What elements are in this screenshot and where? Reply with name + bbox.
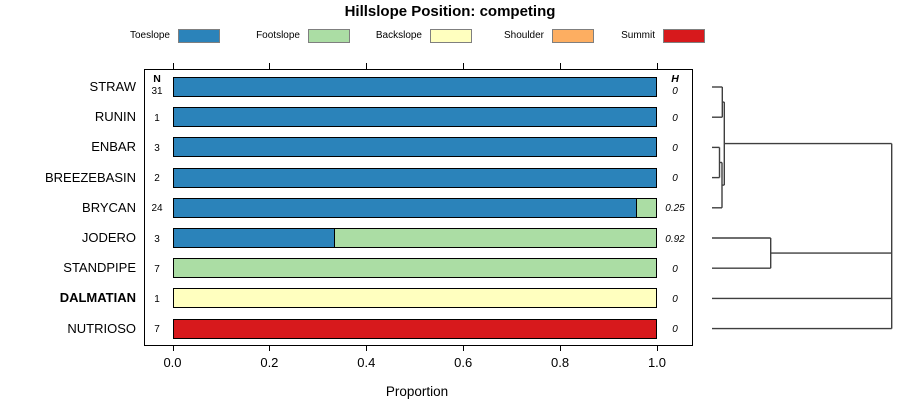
legend-swatch-backslope bbox=[430, 29, 472, 43]
n-column-header: N bbox=[153, 72, 161, 85]
legend-label: Shoulder bbox=[503, 30, 544, 41]
bar bbox=[172, 318, 657, 339]
axis-tick-top bbox=[172, 62, 174, 69]
bar bbox=[172, 77, 657, 97]
bar bbox=[172, 137, 657, 158]
row-label: RUNIN bbox=[94, 109, 136, 125]
axis-tick-label: 0.8 bbox=[551, 355, 570, 370]
bar-segment-toeslope bbox=[173, 229, 335, 247]
axis-tick-bottom bbox=[463, 344, 465, 351]
legend-label: Backslope bbox=[375, 30, 422, 41]
bar bbox=[172, 167, 657, 188]
bar-segment-toeslope bbox=[173, 168, 656, 187]
legend-label: Footslope bbox=[256, 30, 300, 41]
h-value: 0 bbox=[672, 294, 678, 305]
bar bbox=[172, 258, 657, 279]
bar-segment-footslope bbox=[635, 198, 656, 217]
bar-segment-footslope bbox=[173, 259, 656, 278]
h-value: 0 bbox=[672, 324, 678, 336]
axis-tick-label: 1.0 bbox=[647, 355, 667, 370]
n-value: 1 bbox=[154, 112, 160, 124]
bar bbox=[172, 197, 657, 218]
bar-segment-footslope bbox=[334, 229, 656, 247]
axis-tick-bottom bbox=[560, 344, 562, 351]
h-value: 0 bbox=[672, 143, 678, 154]
n-value: 31 bbox=[151, 85, 163, 97]
axis-tick-label: 0.0 bbox=[163, 355, 182, 370]
bar bbox=[172, 288, 657, 309]
h-value: 0 bbox=[672, 112, 678, 124]
row-label: BRYCAN bbox=[82, 199, 136, 215]
row-label: JODERO bbox=[81, 230, 136, 245]
row-label: STANDPIPE bbox=[63, 260, 136, 276]
axis-tick-top bbox=[366, 62, 368, 69]
row-label: STRAW bbox=[89, 79, 136, 94]
legend-label: Toeslope bbox=[129, 30, 170, 41]
n-value: 7 bbox=[154, 263, 160, 275]
legend-swatch-shoulder bbox=[552, 29, 594, 43]
axis-tick-bottom bbox=[657, 344, 658, 351]
axis-tick-label: 0.2 bbox=[260, 355, 279, 370]
row-label: BREEZEBASIN bbox=[44, 169, 136, 185]
n-value: 24 bbox=[151, 203, 163, 215]
h-value: 0 bbox=[672, 85, 678, 97]
legend-swatch-footslope bbox=[308, 29, 350, 43]
legend-swatch-summit bbox=[663, 29, 705, 43]
n-value: 3 bbox=[154, 143, 160, 154]
axis-tick-top bbox=[269, 62, 271, 69]
bar-segment-summit bbox=[173, 319, 656, 338]
n-value: 7 bbox=[154, 324, 160, 336]
legend-swatch-toeslope bbox=[178, 29, 220, 43]
h-value: 0 bbox=[672, 263, 678, 275]
bar bbox=[172, 228, 657, 248]
bar-segment-toeslope bbox=[173, 108, 656, 127]
h-column-header: H bbox=[671, 72, 679, 85]
bar-segment-toeslope bbox=[173, 138, 656, 157]
bar-segment-backslope bbox=[173, 289, 656, 308]
axis-tick-top bbox=[463, 62, 465, 69]
n-value: 3 bbox=[154, 233, 160, 245]
axis-tick-label: 0.6 bbox=[454, 355, 473, 370]
h-value: 0 bbox=[672, 173, 678, 185]
chart-title: Hillslope Position: competing bbox=[344, 3, 556, 20]
x-axis-label: Proportion bbox=[385, 384, 449, 399]
row-label: DALMATIAN bbox=[59, 290, 136, 306]
axis-tick-bottom bbox=[172, 344, 174, 351]
n-value: 1 bbox=[154, 294, 160, 305]
bar-segment-toeslope bbox=[173, 198, 636, 217]
h-value: 0.25 bbox=[665, 203, 685, 215]
legend-label: Summit bbox=[621, 30, 655, 41]
row-label: NUTRIOSO bbox=[67, 320, 136, 336]
n-value: 2 bbox=[154, 173, 160, 185]
bar-segment-toeslope bbox=[173, 78, 656, 96]
axis-tick-bottom bbox=[366, 344, 368, 351]
axis-tick-top bbox=[657, 62, 658, 69]
row-label: ENBAR bbox=[91, 139, 136, 155]
h-value: 0.92 bbox=[665, 233, 685, 245]
bar bbox=[172, 107, 657, 128]
axis-tick-label: 0.4 bbox=[357, 355, 376, 370]
axis-tick-top bbox=[560, 62, 562, 69]
axis-tick-bottom bbox=[269, 344, 271, 351]
